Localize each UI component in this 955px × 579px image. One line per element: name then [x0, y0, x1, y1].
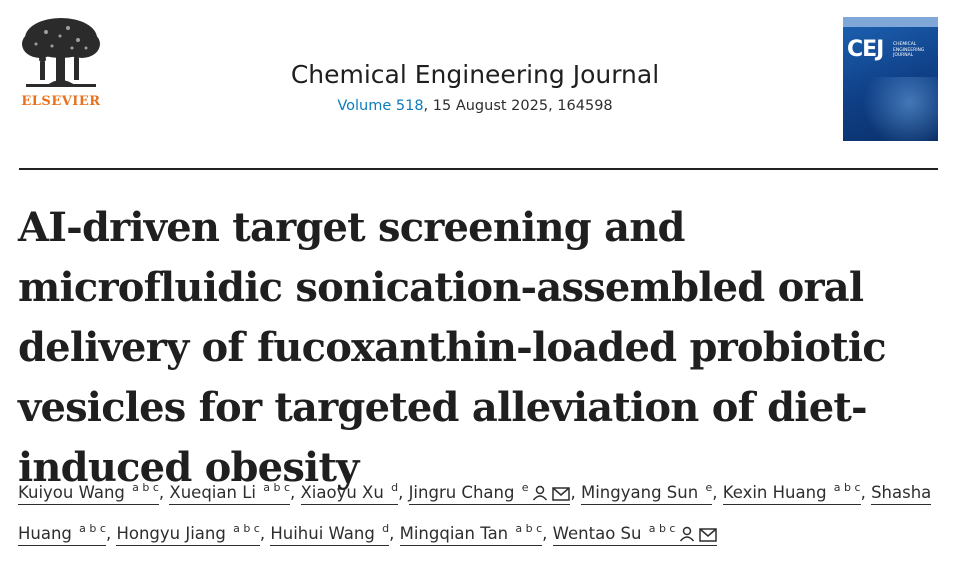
cover-journal-name: Chemical Engineering Journal: [893, 42, 925, 58]
cover-acronym: CEJ: [847, 37, 884, 62]
journal-info: Chemical Engineering Journal Volume 518,…: [160, 58, 790, 114]
author-affiliation: a b c: [648, 522, 676, 535]
author-link[interactable]: Xueqian Li a b c: [169, 481, 290, 505]
author-link[interactable]: Wentao Su a b c: [552, 522, 718, 546]
author-affiliation: a b c: [515, 522, 543, 535]
author-affiliation: e: [705, 481, 713, 494]
author-name: Xiaoyu Xu: [300, 483, 384, 502]
author-name: Mingqian Tan: [399, 524, 509, 543]
author-link[interactable]: Hongyu Jiang a b c: [116, 522, 260, 546]
author-wrap: Kuiyou Wang a b c,: [18, 481, 169, 505]
author-wrap: Mingqian Tan a b c,: [399, 522, 553, 546]
author-wrap: Xiaoyu Xu d,: [300, 481, 409, 505]
article-header: ELSEVIER Chemical Engineering Journal Vo…: [0, 0, 955, 170]
mail-icon: [699, 528, 718, 542]
author-link[interactable]: Jingru Chang e: [408, 481, 571, 505]
author-affiliation: d: [391, 481, 399, 494]
author-name: Hongyu Jiang: [116, 524, 226, 543]
author-name: Shasha Huang: [18, 483, 932, 543]
volume-link[interactable]: Volume 518: [337, 98, 424, 114]
author-link[interactable]: Mingqian Tan a b c: [399, 522, 543, 546]
author-wrap: Kexin Huang a b c,: [722, 481, 871, 505]
author-affiliation: a b c: [263, 481, 290, 494]
cover-strip: [843, 17, 938, 27]
author-affiliation: a b c: [833, 481, 861, 494]
publisher-logo[interactable]: ELSEVIER: [16, 14, 106, 114]
author-list: Kuiyou Wang a b c, Xueqian Li a b c, Xia…: [18, 470, 938, 552]
author-affiliation: e: [521, 481, 529, 494]
author-name: Jingru Chang: [408, 483, 515, 502]
article-title: AI-driven target screening and microflui…: [18, 204, 887, 491]
issue-info: , 15 August 2025, 164598: [423, 98, 613, 114]
mail-icon: [552, 487, 571, 501]
author-link[interactable]: Mingyang Sun e: [580, 481, 713, 505]
cover-art: [843, 77, 938, 141]
author-affiliation: a b c: [233, 522, 260, 535]
author-link[interactable]: Kexin Huang a b c: [722, 481, 861, 505]
person-icon: [680, 526, 695, 542]
author-link[interactable]: Xiaoyu Xu d: [300, 481, 399, 505]
author-link[interactable]: Shasha Huang a b c: [18, 483, 932, 546]
author-name: Huihui Wang: [270, 524, 375, 543]
elsevier-tree-icon: [22, 18, 100, 87]
author-name: Wentao Su: [552, 524, 642, 543]
person-icon: [533, 485, 548, 501]
journal-title[interactable]: Chemical Engineering Journal: [290, 60, 660, 89]
journal-meta: Volume 518, 15 August 2025, 164598: [160, 98, 790, 114]
author-name: Xueqian Li: [169, 483, 256, 502]
publisher-name: ELSEVIER: [21, 94, 101, 109]
journal-cover[interactable]: CEJ Chemical Engineering Journal: [843, 17, 938, 141]
author-name: Kexin Huang: [722, 483, 827, 502]
author-affiliation: d: [382, 522, 390, 535]
author-affiliation: a b c: [79, 522, 106, 535]
header-divider: [19, 168, 938, 170]
author-wrap: Wentao Su a b c: [552, 522, 718, 546]
author-wrap: Shasha Huang a b c,: [18, 483, 932, 546]
author-name: Kuiyou Wang: [18, 483, 125, 502]
author-link[interactable]: Huihui Wang d: [270, 522, 390, 546]
author-wrap: Huihui Wang d,: [270, 522, 399, 546]
author-wrap: Mingyang Sun e,: [580, 481, 723, 505]
author-link[interactable]: Kuiyou Wang a b c: [18, 481, 159, 505]
author-name: Mingyang Sun: [580, 483, 699, 502]
author-wrap: Xueqian Li a b c,: [169, 481, 300, 505]
author-wrap: Hongyu Jiang a b c,: [116, 522, 270, 546]
author-wrap: Jingru Chang e,: [408, 481, 581, 505]
author-affiliation: a b c: [132, 481, 159, 494]
